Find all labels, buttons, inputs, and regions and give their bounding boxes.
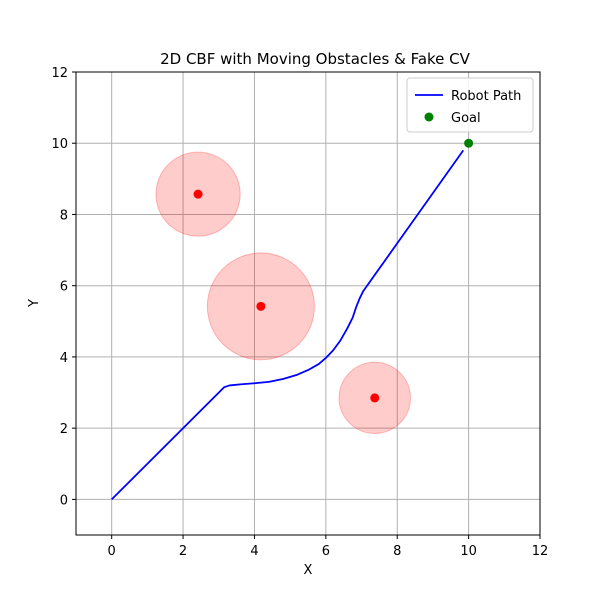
x-axis-label: X <box>304 563 313 578</box>
goal-point <box>464 138 474 148</box>
ticks: 0 2 4 6 8 10 12 0 2 4 6 8 10 12 <box>51 66 548 559</box>
x-tick-label: 12 <box>532 544 549 559</box>
x-tick-label: 0 <box>108 544 116 559</box>
x-tick-label: 6 <box>322 544 330 559</box>
x-tick-label: 2 <box>179 544 187 559</box>
x-tick-label: 4 <box>250 544 258 559</box>
obstacle-center-point <box>256 301 266 311</box>
obstacles <box>155 151 411 434</box>
y-tick-label: 0 <box>60 493 68 508</box>
legend-box <box>406 77 534 133</box>
chart-title: 2D CBF with Moving Obstacles & Fake CV <box>160 50 471 68</box>
legend-label: Goal <box>451 111 481 126</box>
y-tick-label: 8 <box>60 208 68 223</box>
y-tick-label: 2 <box>60 422 68 437</box>
legend: Robot Path Goal <box>406 77 534 133</box>
legend-label: Robot Path <box>451 89 521 104</box>
y-axis-label: Y <box>27 299 42 308</box>
y-tick-label: 10 <box>51 137 68 152</box>
legend-swatch-point <box>424 112 434 122</box>
y-tick-label: 6 <box>60 280 68 295</box>
obstacle-center-point <box>370 393 380 403</box>
x-tick-label: 10 <box>460 544 477 559</box>
robot-path-line <box>111 149 464 501</box>
obstacle-center-point <box>193 189 203 199</box>
y-tick-label: 4 <box>60 351 68 366</box>
y-tick-label: 12 <box>51 66 68 81</box>
series-layer <box>111 138 474 501</box>
x-tick-label: 8 <box>393 544 401 559</box>
plot-frame <box>75 71 541 536</box>
